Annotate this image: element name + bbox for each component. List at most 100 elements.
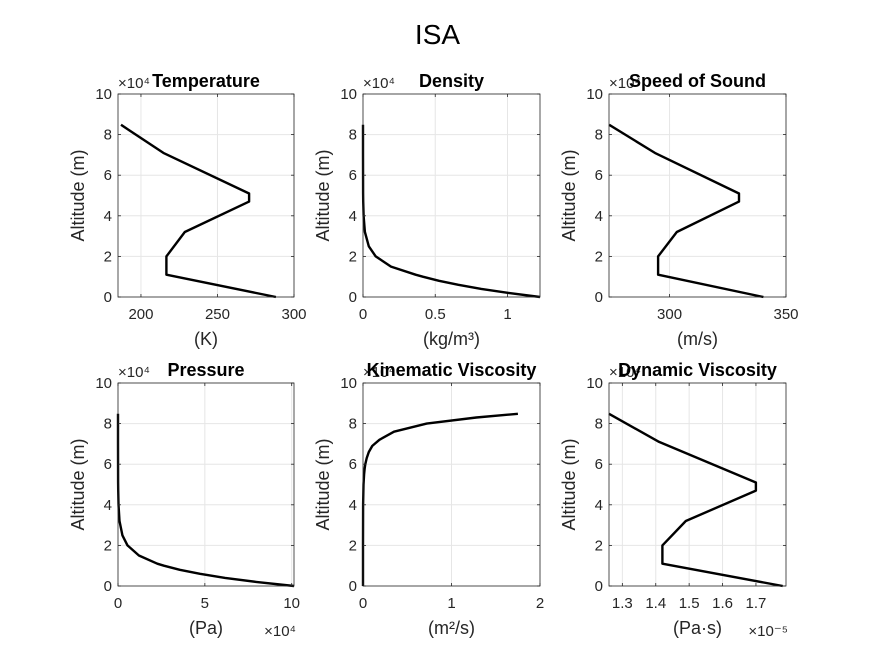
x-tick-label: 300	[657, 306, 682, 323]
x-tick-label: 1.6	[712, 595, 733, 612]
axes-background	[609, 383, 786, 586]
y-exponent-label: ×10⁴	[118, 75, 150, 92]
y-tick-label: 2	[595, 537, 603, 554]
subplot-6: 1.3 1.4 1.5 1.6 1.7 0 2 4 6 8 10 ×10⁴ ×10⁻⁵ (Pa·s) Alt…	[559, 360, 788, 640]
y-tick-label: 6	[595, 456, 603, 473]
y-tick-label: 0	[595, 578, 603, 595]
y-exponent-label: ×10⁴	[609, 364, 641, 381]
y-exponent-label: ×10⁴	[363, 364, 395, 381]
y-tick-label: 8	[349, 127, 357, 144]
figure-title: ISA	[415, 19, 460, 50]
x-tick-label: 5	[201, 595, 209, 612]
x-axis-label: (K)	[194, 329, 218, 349]
subplot-title: Kinematic Viscosity	[367, 360, 537, 380]
x-tick-label: 0	[359, 595, 367, 612]
y-tick-label: 2	[104, 248, 112, 265]
y-tick-label: 6	[349, 456, 357, 473]
y-axis-label: Altitude (m)	[559, 149, 579, 241]
series-line	[120, 123, 277, 299]
subplot-3: 300 350 0 2 4 6 8 10 ×10⁴ (m/s) Altitude (m) Speed …	[559, 71, 799, 349]
subplot-1: 200 250 300 0 2 4 6 8 10 ×10⁴ (K) Altitude (m) Tempe…	[68, 71, 307, 349]
y-tick-label: 10	[586, 86, 603, 103]
x-tick-label: 2	[536, 595, 544, 612]
subplot-title: Temperature	[152, 71, 260, 91]
axes-box	[117, 382, 295, 587]
x-axis-label: (kg/m³)	[423, 329, 480, 349]
series-line	[608, 412, 783, 588]
axes-background	[363, 94, 540, 297]
y-exponent-label: ×10⁴	[609, 75, 641, 92]
y-tick-label: 6	[104, 456, 112, 473]
y-tick-label: 4	[349, 208, 357, 225]
axes-box	[608, 93, 787, 298]
y-axis-label: Altitude (m)	[68, 438, 88, 530]
y-exponent-label: ×10⁴	[118, 364, 150, 381]
x-tick-label: 1	[447, 595, 455, 612]
x-tick-label: 0	[114, 595, 122, 612]
y-tick-label: 2	[349, 248, 357, 265]
x-tick-label: 1	[503, 306, 511, 323]
y-axis-label: Altitude (m)	[313, 149, 333, 241]
series-line	[608, 123, 764, 299]
x-exponent-label: ×10⁻⁵	[748, 623, 788, 640]
y-tick-label: 4	[349, 497, 357, 514]
subplot-4: 0 5 10 0 2 4 6 8 10 ×10⁴ ×10⁴ (Pa) Altitude (m) Press…	[68, 360, 300, 640]
x-tick-label: 1.7	[746, 595, 767, 612]
y-tick-label: 4	[595, 497, 603, 514]
axes-background	[118, 383, 294, 586]
subplot-5: 0 1 2 0 2 4 6 8 10 ×10⁴ (m²/s) Altitude (m) Kinemati…	[313, 360, 544, 638]
y-tick-label: 10	[340, 86, 357, 103]
axes-background	[609, 94, 786, 297]
y-tick-label: 0	[104, 289, 112, 306]
y-tick-label: 8	[104, 127, 112, 144]
y-tick-label: 2	[349, 537, 357, 554]
x-tick-label: 10	[283, 595, 300, 612]
y-tick-label: 2	[104, 537, 112, 554]
x-axis-label: (Pa·s)	[673, 618, 722, 638]
x-tick-label: 0	[359, 306, 367, 323]
y-tick-label: 10	[340, 375, 357, 392]
x-tick-label: 250	[205, 306, 230, 323]
axes-background	[118, 94, 294, 297]
y-tick-label: 10	[586, 375, 603, 392]
y-tick-label: 0	[349, 289, 357, 306]
y-tick-label: 0	[595, 289, 603, 306]
x-tick-label: 1.3	[612, 595, 633, 612]
y-exponent-label: ×10⁴	[363, 75, 395, 92]
y-tick-label: 2	[595, 248, 603, 265]
y-tick-label: 6	[104, 167, 112, 184]
axes-box	[362, 93, 541, 298]
x-tick-label: 200	[128, 306, 153, 323]
y-tick-label: 6	[595, 167, 603, 184]
x-axis-label: (Pa)	[189, 618, 223, 638]
x-tick-label: 1.5	[679, 595, 700, 612]
subplot-title: Speed of Sound	[629, 71, 766, 91]
x-tick-label: 300	[281, 306, 306, 323]
x-tick-label: 0.5	[425, 306, 446, 323]
y-tick-label: 0	[349, 578, 357, 595]
y-tick-label: 10	[95, 375, 112, 392]
y-tick-label: 8	[595, 127, 603, 144]
y-axis-label: Altitude (m)	[559, 438, 579, 530]
subplot-title: Dynamic Viscosity	[618, 360, 777, 380]
y-tick-label: 4	[104, 497, 112, 514]
x-axis-label: (m²/s)	[428, 618, 475, 638]
y-tick-label: 8	[104, 416, 112, 433]
x-tick-label: 1.4	[645, 595, 666, 612]
axes-box	[608, 382, 787, 587]
y-tick-label: 10	[95, 86, 112, 103]
x-exponent-label: ×10⁴	[264, 623, 296, 640]
y-tick-label: 8	[349, 416, 357, 433]
y-tick-label: 4	[104, 208, 112, 225]
y-tick-label: 4	[595, 208, 603, 225]
y-tick-label: 6	[349, 167, 357, 184]
y-axis-label: Altitude (m)	[313, 438, 333, 530]
y-tick-label: 8	[595, 416, 603, 433]
y-axis-label: Altitude (m)	[68, 149, 88, 241]
x-axis-label: (m/s)	[677, 329, 718, 349]
subplot-title: Pressure	[167, 360, 244, 380]
subplot-title: Density	[419, 71, 484, 91]
axes-box	[117, 93, 295, 298]
